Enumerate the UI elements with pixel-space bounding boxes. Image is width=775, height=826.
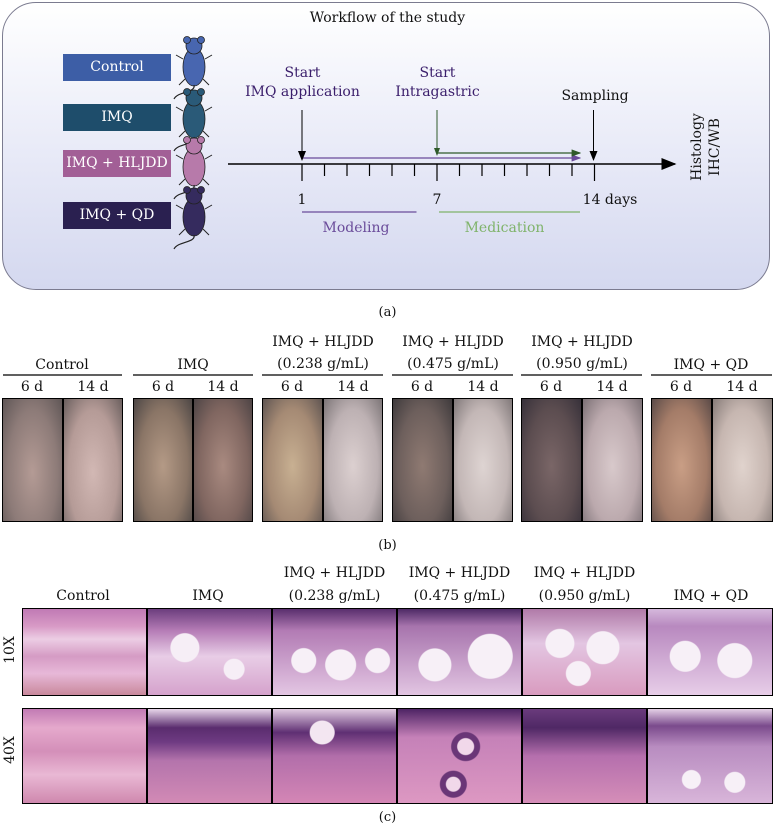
b-header-rules <box>3 374 772 376</box>
histology-40x-hljdd-mid <box>397 708 522 804</box>
photo-imq-qd-14d <box>712 398 773 522</box>
photo-hljdd-mid-6d <box>392 398 453 522</box>
photo-hljdd-high-6d <box>521 398 582 522</box>
b-day14-hljdd-low: 14 d <box>337 379 369 395</box>
c-header-hljdd-mid-dose: (0.475 g/mL) <box>413 588 506 604</box>
histology-40x-hljdd-low <box>272 708 397 804</box>
b-day6-hljdd-high: 6 d <box>539 379 563 395</box>
histology-40x-imq <box>147 708 272 804</box>
b-header-hljdd-low: IMQ + HLJDD <box>272 334 374 350</box>
c-header-hljdd-high: IMQ + HLJDD <box>533 565 636 581</box>
histology-40x-control <box>22 708 147 804</box>
workflow-title: Workflow of the study <box>309 10 466 26</box>
b-day6-control: 6 d <box>20 379 44 395</box>
medication-label: Medication <box>464 220 545 236</box>
histology-10x-hljdd-low <box>272 608 397 696</box>
mice-illustration <box>173 36 213 250</box>
c-header-hljdd-high-dose: (0.950 g/mL) <box>538 588 631 604</box>
c-header-hljdd-low-dose: (0.238 g/mL) <box>288 588 381 604</box>
b-header-hljdd-mid: IMQ + HLJDD <box>402 334 504 350</box>
photo-control-6d <box>2 398 63 522</box>
day-7-label: 7 <box>432 192 442 208</box>
group-control-box: Control <box>63 54 171 81</box>
c-header-imq: IMQ <box>192 588 224 604</box>
b-day14-imq: 14 d <box>207 379 239 395</box>
panel-b-caption: (b) <box>378 538 397 553</box>
b-day14-control: 14 d <box>77 379 109 395</box>
photo-imq-qd-6d <box>651 398 712 522</box>
histology-40x-imq-qd <box>647 708 773 804</box>
b-day14-imq-qd: 14 d <box>726 379 758 395</box>
mouse-icon <box>173 186 213 250</box>
histology-10x-hljdd-high <box>522 608 647 696</box>
b-header-control: Control <box>35 357 89 373</box>
b-day6-hljdd-low: 6 d <box>280 379 304 395</box>
workflow-panel <box>2 2 770 290</box>
b-day6-imq-qd: 6 d <box>669 379 693 395</box>
b-header-hljdd-low-dose: (0.238 g/mL) <box>277 356 369 372</box>
b-header-imq-qd: IMQ + QD <box>673 357 749 373</box>
mouse-icon <box>173 36 213 100</box>
group-imq-box: IMQ <box>63 104 171 131</box>
photo-hljdd-low-6d <box>262 398 323 522</box>
b-header-hljdd-high-dose: (0.950 g/mL) <box>536 356 628 372</box>
b-day14-hljdd-mid: 14 d <box>467 379 499 395</box>
c-header-imq-qd: IMQ + QD <box>673 588 749 604</box>
b-header-hljdd-high: IMQ + HLJDD <box>531 334 633 350</box>
start-intragastric-label: Start Intragastric <box>395 65 480 100</box>
photo-imq-6d <box>133 398 193 522</box>
row-label-10x: 10X <box>2 636 18 664</box>
photo-hljdd-mid-14d <box>453 398 513 522</box>
timeline-diagram <box>228 110 677 213</box>
histology-40x-hljdd-high <box>522 708 647 804</box>
photo-hljdd-high-14d <box>582 398 643 522</box>
day-1-label: 1 <box>297 192 307 208</box>
c-header-hljdd-mid: IMQ + HLJDD <box>408 565 511 581</box>
b-header-imq: IMQ <box>177 357 209 373</box>
b-day14-hljdd-high: 14 d <box>596 379 628 395</box>
group-imq-hljdd-box: IMQ + HLJDD <box>63 150 171 177</box>
panel-a-caption: (a) <box>378 305 397 320</box>
group-imq-qd-box: IMQ + QD <box>63 202 171 229</box>
b-day6-hljdd-mid: 6 d <box>410 379 434 395</box>
photo-imq-14d <box>193 398 253 522</box>
sampling-label: Sampling <box>561 88 629 104</box>
row-label-40x: 40X <box>2 736 18 764</box>
c-header-control: Control <box>56 588 110 604</box>
panel-c-caption: (c) <box>378 810 397 825</box>
start-imq-label: Start IMQ application <box>245 65 360 100</box>
modeling-label: Modeling <box>322 220 390 236</box>
mouse-icon <box>173 136 213 200</box>
b-header-hljdd-mid-dose: (0.475 g/mL) <box>407 356 499 372</box>
b-day6-imq: 6 d <box>151 379 175 395</box>
histology-10x-hljdd-mid <box>397 608 522 696</box>
c-header-hljdd-low: IMQ + HLJDD <box>283 565 386 581</box>
histology-10x-imq <box>147 608 272 696</box>
histology-10x-imq-qd <box>647 608 773 696</box>
histology-10x-control <box>22 608 147 696</box>
photo-control-14d <box>63 398 123 522</box>
photo-hljdd-low-14d <box>323 398 383 522</box>
day-14-label: 14 days <box>582 192 638 208</box>
histology-ihc-wb-label: Histology IHC/WB <box>689 113 723 181</box>
